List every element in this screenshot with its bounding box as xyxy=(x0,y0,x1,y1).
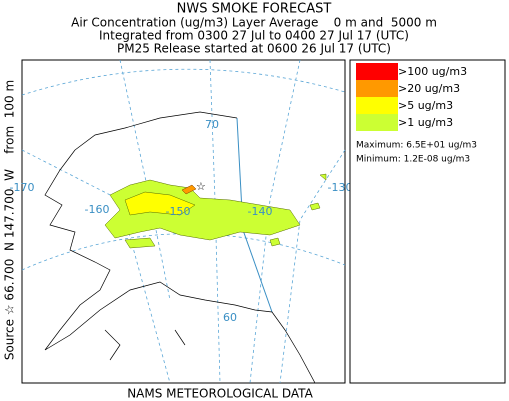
legend-swatch xyxy=(356,97,398,114)
legend-swatch xyxy=(356,80,398,97)
title: NWS SMOKE FORECAST xyxy=(177,2,332,17)
minimum: Minimum: 1.2E-08 ug/m3 xyxy=(356,155,470,165)
footer: NAMS METEOROLOGICAL DATA xyxy=(127,387,313,401)
graticule-label: -170 xyxy=(10,181,35,194)
subtitle: Integrated from 0300 27 Jul to 0400 27 J… xyxy=(99,29,409,43)
graticule-label: -130 xyxy=(328,181,353,194)
graticule-label: -150 xyxy=(166,205,191,218)
graticule-label: -140 xyxy=(248,205,273,218)
smoke-plume xyxy=(104,173,327,249)
graticule-label: 70 xyxy=(205,118,219,131)
legend-label: >5 ug/m3 xyxy=(398,99,453,112)
legend-label: >20 ug/m3 xyxy=(398,82,460,95)
subtitle: Air Concentration (ug/m3) Layer Average … xyxy=(71,16,437,30)
map-frame: ☆ xyxy=(21,59,346,384)
graticule-label: 60 xyxy=(223,311,237,324)
legend-label: >100 ug/m3 xyxy=(398,65,467,78)
source-label: Source ☆ 66.700 N 147.700 W from 100 m xyxy=(3,80,17,360)
source-star: ☆ xyxy=(196,180,206,193)
subtitle: PM25 Release started at 0600 26 Jul 17 (… xyxy=(117,42,391,56)
legend-swatch xyxy=(356,63,398,80)
legend-swatch xyxy=(356,114,398,131)
maximum: Maximum: 6.5E+01 ug/m3 xyxy=(356,141,477,151)
graticule-label: -160 xyxy=(85,203,110,216)
legend-label: >1 ug/m3 xyxy=(398,116,453,129)
